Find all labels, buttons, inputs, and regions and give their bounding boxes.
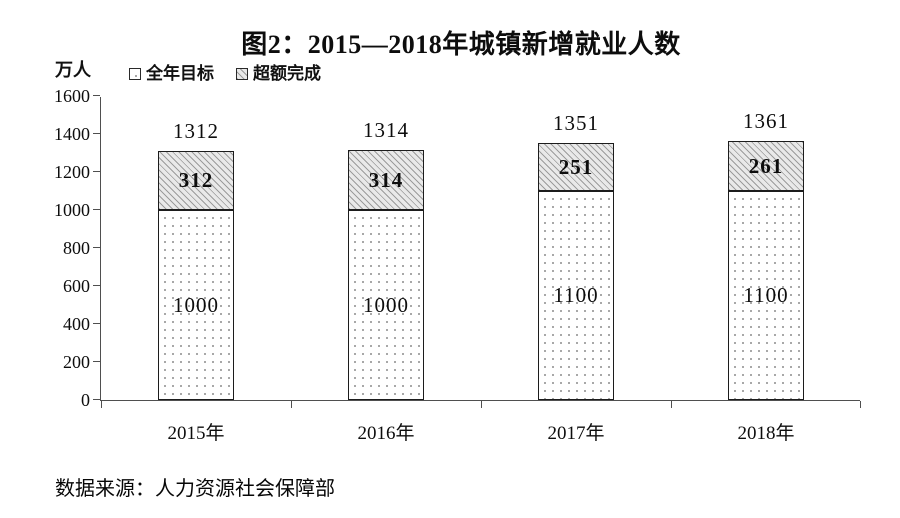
y-tick-label: 400 [63, 314, 90, 334]
bar-total-label: 1361 [743, 109, 789, 134]
y-tick-mark [93, 95, 100, 96]
legend-item-exceeded: 超额完成 [236, 65, 321, 82]
y-tick-mark [93, 171, 100, 172]
y-tick-label: 1600 [54, 86, 90, 106]
source-note: 数据来源：人力资源社会保障部 [55, 478, 335, 500]
y-tick-label: 600 [63, 276, 90, 296]
bar-segment-annual-target: 1000 [348, 210, 424, 400]
y-tick-label: 1400 [54, 124, 90, 144]
y-tick-mark [93, 247, 100, 248]
y-axis-unit-label: 万人 [55, 60, 91, 80]
y-tick-label: 1000 [54, 200, 90, 220]
legend: 全年目标 超额完成 [129, 65, 321, 82]
x-tick-mark [671, 401, 672, 408]
bar-total-label: 1351 [553, 111, 599, 136]
bar-segment-value: 312 [178, 167, 214, 192]
y-tick-label: 1200 [54, 162, 90, 182]
y-tick-mark [93, 285, 100, 286]
bar-segment-value: 1100 [553, 283, 599, 307]
y-tick-mark [93, 361, 100, 362]
bar-total-label: 1312 [173, 118, 219, 143]
chart-title: 图2：2015—2018年城镇新增就业人数 [241, 30, 681, 59]
bar-segment-annual-target: 1100 [728, 191, 804, 400]
y-tick-mark [93, 133, 100, 134]
bar-segment-value: 1100 [743, 283, 789, 307]
bar-segment-exceeded: 312 [158, 150, 234, 210]
legend-label-exceeded: 超额完成 [253, 64, 321, 83]
x-tick-mark [860, 401, 861, 408]
y-tick-label: 0 [81, 390, 90, 410]
bar-segment-exceeded: 314 [348, 150, 424, 210]
x-category-label: 2015年 [167, 423, 225, 444]
y-tick-mark [93, 209, 100, 210]
bar-segment-value: 261 [748, 153, 784, 178]
legend-item-annual-target: 全年目标 [129, 65, 214, 82]
hatch-pattern-swatch-icon [236, 67, 248, 80]
legend-label-annual-target: 全年目标 [146, 64, 214, 83]
y-tick-label: 200 [63, 352, 90, 372]
y-tick-mark [93, 323, 100, 324]
x-category-label: 2018年 [737, 423, 795, 444]
bar-segment-annual-target: 1100 [538, 191, 614, 400]
bar-segment-value: 1000 [173, 292, 219, 317]
x-category-label: 2016年 [357, 423, 415, 444]
bar-segment-exceeded: 251 [538, 143, 614, 191]
bar-segment-value: 1000 [363, 292, 409, 317]
plot-area: 0 200 400 600 800 1000 1200 1400 1600 1000 312 1312… [54, 86, 861, 444]
bar-total-label: 1314 [363, 118, 409, 143]
x-tick-mark [101, 401, 102, 408]
y-tick-label: 800 [63, 238, 90, 258]
y-tick-mark [93, 399, 100, 400]
x-tick-mark [291, 401, 292, 408]
x-tick-mark [481, 401, 482, 408]
x-category-label: 2017年 [547, 423, 605, 444]
bar-segment-annual-target: 1000 [158, 210, 234, 400]
bar-segment-value: 251 [558, 154, 594, 179]
dots-pattern-swatch-icon [129, 67, 141, 80]
bar-segment-exceeded: 261 [728, 141, 804, 191]
bar-segment-value: 314 [368, 167, 404, 192]
